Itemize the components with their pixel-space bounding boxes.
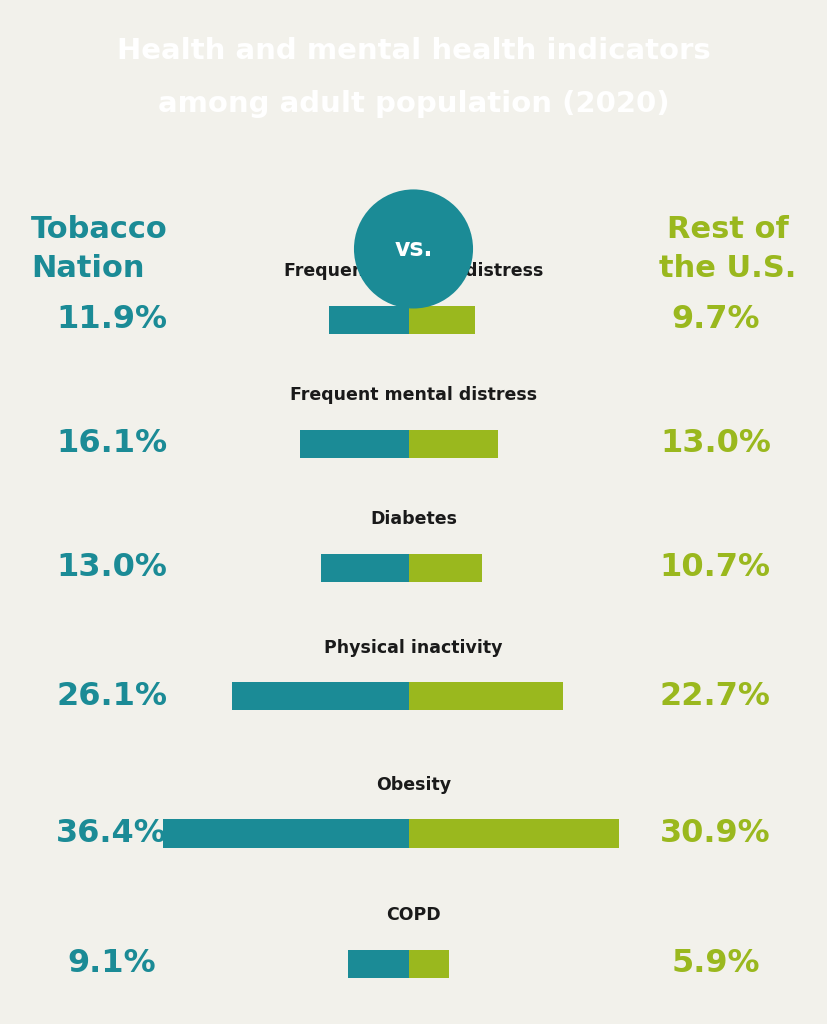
Text: 11.9%: 11.9%	[56, 304, 167, 335]
Text: 36.4%: 36.4%	[56, 818, 167, 849]
Text: Health and mental health indicators: Health and mental health indicators	[117, 37, 710, 66]
Text: 16.1%: 16.1%	[56, 428, 167, 460]
FancyBboxPatch shape	[409, 949, 449, 978]
FancyBboxPatch shape	[409, 682, 563, 711]
Text: Frequent physical distress: Frequent physical distress	[284, 262, 543, 281]
Text: Rest of
the U.S.: Rest of the U.S.	[659, 215, 796, 283]
FancyBboxPatch shape	[321, 554, 409, 582]
Text: Tobacco
Nation: Tobacco Nation	[31, 215, 168, 283]
Text: vs.: vs.	[394, 237, 433, 261]
Text: 13.0%: 13.0%	[56, 552, 167, 584]
FancyBboxPatch shape	[347, 949, 409, 978]
FancyBboxPatch shape	[328, 305, 409, 334]
FancyBboxPatch shape	[300, 430, 409, 458]
FancyBboxPatch shape	[232, 682, 409, 711]
Text: 9.7%: 9.7%	[671, 304, 760, 335]
Text: Frequent mental distress: Frequent mental distress	[290, 386, 537, 404]
FancyBboxPatch shape	[409, 305, 476, 334]
Text: Diabetes: Diabetes	[370, 510, 457, 528]
Text: 5.9%: 5.9%	[671, 948, 760, 979]
Text: 9.1%: 9.1%	[67, 948, 156, 979]
FancyBboxPatch shape	[163, 819, 409, 848]
Text: Physical inactivity: Physical inactivity	[324, 639, 503, 656]
Text: COPD: COPD	[386, 906, 441, 924]
Text: among adult population (2020): among adult population (2020)	[158, 90, 669, 118]
FancyBboxPatch shape	[409, 430, 498, 458]
Text: 10.7%: 10.7%	[660, 552, 771, 584]
Text: 26.1%: 26.1%	[56, 681, 167, 712]
Ellipse shape	[354, 189, 473, 308]
FancyBboxPatch shape	[409, 554, 482, 582]
Text: 13.0%: 13.0%	[660, 428, 771, 460]
FancyBboxPatch shape	[409, 819, 619, 848]
Text: 30.9%: 30.9%	[660, 818, 771, 849]
Text: 22.7%: 22.7%	[660, 681, 771, 712]
Text: Obesity: Obesity	[376, 776, 451, 794]
